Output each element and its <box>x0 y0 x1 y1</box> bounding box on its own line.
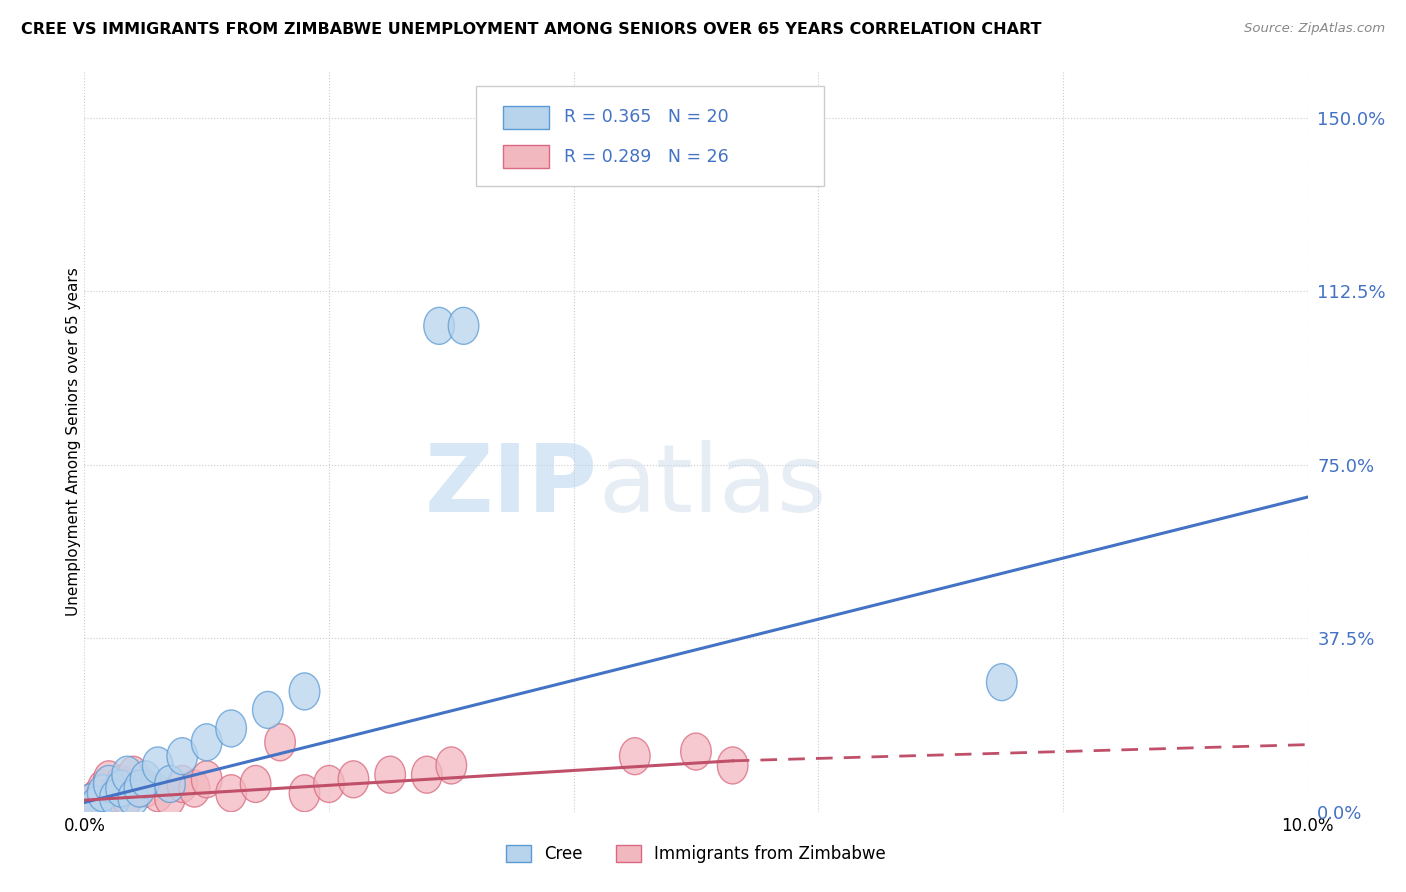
Ellipse shape <box>436 747 467 784</box>
Ellipse shape <box>82 786 112 823</box>
Ellipse shape <box>82 780 112 816</box>
Ellipse shape <box>87 770 118 807</box>
FancyBboxPatch shape <box>475 87 824 186</box>
Ellipse shape <box>987 664 1017 701</box>
Ellipse shape <box>620 738 650 774</box>
Ellipse shape <box>131 770 160 807</box>
Ellipse shape <box>179 770 209 807</box>
Text: atlas: atlas <box>598 440 827 532</box>
Ellipse shape <box>681 733 711 770</box>
Text: CREE VS IMMIGRANTS FROM ZIMBABWE UNEMPLOYMENT AMONG SENIORS OVER 65 YEARS CORREL: CREE VS IMMIGRANTS FROM ZIMBABWE UNEMPLO… <box>21 22 1042 37</box>
Ellipse shape <box>87 774 118 812</box>
Text: Source: ZipAtlas.com: Source: ZipAtlas.com <box>1244 22 1385 36</box>
Ellipse shape <box>191 761 222 797</box>
Ellipse shape <box>105 765 136 803</box>
Ellipse shape <box>75 784 105 821</box>
FancyBboxPatch shape <box>503 105 550 129</box>
Ellipse shape <box>217 774 246 812</box>
Ellipse shape <box>75 784 105 821</box>
Ellipse shape <box>100 774 131 812</box>
Ellipse shape <box>167 738 197 774</box>
Ellipse shape <box>253 691 283 729</box>
Ellipse shape <box>94 765 124 803</box>
Ellipse shape <box>112 780 142 816</box>
Text: R = 0.289   N = 26: R = 0.289 N = 26 <box>564 148 728 166</box>
Ellipse shape <box>142 747 173 784</box>
Ellipse shape <box>339 761 368 797</box>
Ellipse shape <box>142 774 173 812</box>
Ellipse shape <box>112 756 142 793</box>
Ellipse shape <box>124 770 155 807</box>
Ellipse shape <box>717 747 748 784</box>
Ellipse shape <box>264 723 295 761</box>
Ellipse shape <box>131 761 160 797</box>
Ellipse shape <box>449 308 479 344</box>
Text: ZIP: ZIP <box>425 440 598 532</box>
Ellipse shape <box>167 765 197 803</box>
Ellipse shape <box>94 761 124 797</box>
Ellipse shape <box>105 770 136 807</box>
Ellipse shape <box>412 756 441 793</box>
Ellipse shape <box>155 765 186 803</box>
Ellipse shape <box>118 780 149 816</box>
Ellipse shape <box>290 673 319 710</box>
Ellipse shape <box>240 765 271 803</box>
Ellipse shape <box>290 774 319 812</box>
Y-axis label: Unemployment Among Seniors over 65 years: Unemployment Among Seniors over 65 years <box>66 268 80 615</box>
Ellipse shape <box>118 756 149 793</box>
Ellipse shape <box>217 710 246 747</box>
Ellipse shape <box>375 756 405 793</box>
Ellipse shape <box>191 723 222 761</box>
Ellipse shape <box>423 308 454 344</box>
Legend: Cree, Immigrants from Zimbabwe: Cree, Immigrants from Zimbabwe <box>499 838 893 870</box>
Ellipse shape <box>155 780 186 816</box>
Ellipse shape <box>314 765 344 803</box>
FancyBboxPatch shape <box>503 145 550 169</box>
Ellipse shape <box>100 780 131 816</box>
Text: R = 0.365   N = 20: R = 0.365 N = 20 <box>564 109 728 127</box>
